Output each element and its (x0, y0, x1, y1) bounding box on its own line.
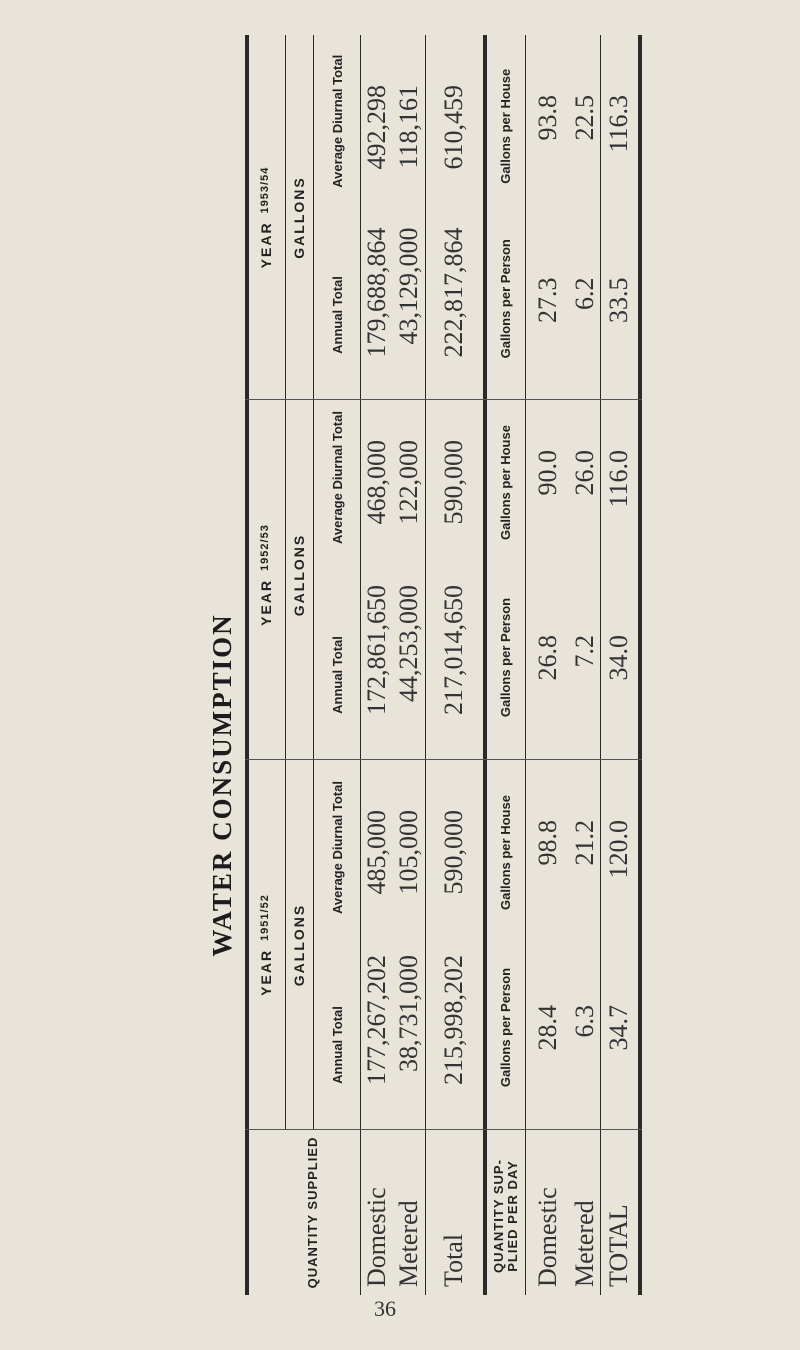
gallons-per-person-header: Gallons per Person (497, 239, 513, 359)
gallons-header: GALLONS (291, 903, 308, 987)
year-word: YEAR (257, 948, 274, 996)
gallons-per-house-value: 21.2 (570, 820, 599, 866)
gallons-per-house-value: 90.0 (532, 450, 562, 496)
row-label: Total (439, 1233, 468, 1287)
annual-total-value: 172,861,650 (361, 585, 391, 715)
gallons-per-house-header: Gallons per House (497, 795, 513, 910)
gallons-per-person-value: 34.0 (604, 635, 633, 681)
average-diurnal-value: 122,000 (394, 440, 423, 525)
average-diurnal-value: 485,000 (361, 810, 391, 895)
year-word: YEAR (257, 578, 274, 626)
row-label: Metered (394, 1200, 423, 1287)
average-diurnal-value: 590,000 (439, 810, 468, 895)
average-diurnal-value: 492,298 (361, 85, 391, 170)
quantity-supplied-header: QUANTITY SUPPLIED (304, 1136, 320, 1289)
average-diurnal-header: Average Diurnal Total (329, 411, 345, 544)
gallons-per-person-value: 34.7 (604, 1005, 633, 1051)
gallons-per-house-value: 93.8 (532, 95, 562, 141)
gallons-per-person-value: 26.8 (532, 635, 562, 681)
annual-total-value: 177,267,202 (361, 955, 391, 1085)
table-title: WATER CONSUMPTION (207, 613, 237, 957)
gallons-per-house-value: 120.0 (604, 820, 633, 879)
page-number: 36 (374, 1296, 396, 1321)
year-header: YEAR 1951/52 (247, 760, 285, 1130)
quantity-per-day-header: QUANTITY SUP- PLIED PER DAY (491, 1159, 520, 1273)
rule (313, 35, 314, 1130)
gallons-per-person-value: 7.2 (570, 635, 599, 668)
annual-total-value: 179,688,864 (361, 227, 391, 358)
gallons-per-house-value: 22.5 (570, 95, 599, 141)
average-diurnal-value: 590,000 (439, 440, 468, 525)
row-label: TOTAL (604, 1204, 633, 1287)
annual-total-value: 217,014,650 (439, 585, 468, 715)
average-diurnal-header: Average Diurnal Total (329, 54, 345, 188)
gallons-per-person-header: Gallons per Person (497, 597, 513, 718)
annual-total-value: 38,731,000 (394, 955, 423, 1072)
year-value: 1952/53 (259, 524, 272, 571)
annual-total-value: 215,998,202 (439, 955, 468, 1085)
annual-total-header: Annual Total (329, 1006, 345, 1084)
annual-total-value: 222,817,864 (439, 227, 468, 358)
gallons-header: GALLONS (291, 176, 308, 259)
annual-total-value: 43,129,000 (394, 227, 423, 345)
gallons-per-house-value: 116.3 (604, 95, 633, 153)
rule-bottom (638, 35, 642, 1295)
average-diurnal-header: Average Diurnal Total (329, 781, 345, 914)
gallons-per-person-header: Gallons per Person (497, 967, 513, 1088)
gallons-per-person-value: 6.2 (570, 277, 599, 311)
gallons-per-house-value: 26.0 (570, 450, 599, 496)
gallons-per-house-value: 98.8 (532, 820, 562, 866)
year-value: 1951/52 (259, 894, 272, 941)
gallons-per-person-value: 28.4 (532, 1005, 562, 1051)
annual-total-value: 44,253,000 (394, 585, 423, 702)
year-value: 1953/54 (259, 166, 272, 214)
gallons-per-house-header: Gallons per House (497, 425, 513, 540)
gallons-per-person-value: 33.5 (604, 277, 633, 324)
row-label: Domestic (361, 1187, 391, 1287)
row-label: Domestic (532, 1187, 562, 1287)
average-diurnal-value: 105,000 (394, 810, 423, 895)
average-diurnal-value: 468,000 (361, 440, 391, 525)
annual-total-header: Annual Total (329, 276, 345, 354)
gallons-per-person-value: 27.3 (532, 277, 562, 324)
gallons-per-house-header: Gallons per House (497, 68, 513, 184)
gallons-per-person-value: 6.3 (570, 1005, 599, 1038)
gallons-header: GALLONS (291, 533, 308, 617)
gallons-per-house-value: 116.0 (604, 450, 633, 508)
year-word: YEAR (257, 221, 274, 269)
year-header: YEAR 1952/53 (247, 390, 285, 760)
average-diurnal-value: 610,459 (439, 85, 468, 170)
average-diurnal-value: 118,161 (394, 85, 423, 169)
annual-total-header: Annual Total (329, 636, 345, 714)
row-label: Metered (570, 1200, 599, 1287)
water-consumption-table: WATER CONSUMPTION QUANTITY SUPPLIED Domes… (205, 35, 645, 1295)
year-header: YEAR 1953/54 (247, 35, 285, 400)
